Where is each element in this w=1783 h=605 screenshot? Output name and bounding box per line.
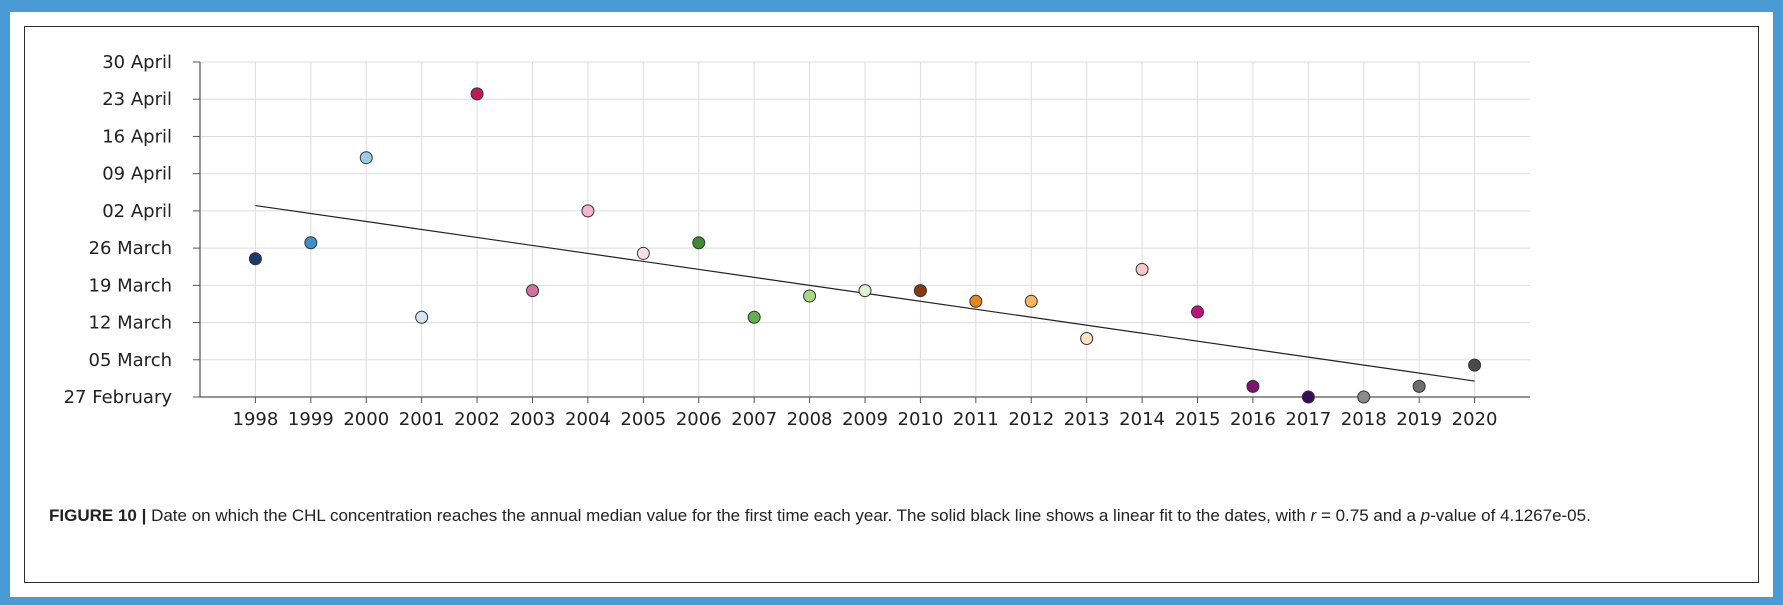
y-tick-label: 05 March: [89, 350, 173, 371]
data-point-2013: [1080, 332, 1094, 346]
data-point-2019: [1412, 379, 1426, 393]
x-tick-label: 2020: [1452, 409, 1498, 430]
x-tick-label: 2016: [1230, 409, 1276, 430]
scatter-chart: 1998 1999 2000 2001 2002 2003 2004 2005 2006 2007…: [64, 52, 1530, 430]
x-tick-label: 2017: [1285, 409, 1331, 430]
y-tick-label: 16 April: [102, 126, 172, 147]
caption-label: FIGURE 10 |: [49, 506, 147, 525]
data-point-2006: [692, 236, 706, 250]
caption-r-symbol: r: [1310, 506, 1317, 525]
x-tick-label: 2000: [343, 409, 389, 430]
data-point-2010: [913, 284, 927, 298]
x-tick-label: 2015: [1175, 409, 1221, 430]
y-tick-label: 12 March: [89, 313, 173, 334]
x-tick-label: 2012: [1008, 409, 1054, 430]
data-point-2004: [581, 204, 595, 218]
x-tick-label: 2011: [953, 409, 999, 430]
data-point-2007: [747, 310, 761, 324]
x-tick-label: 2002: [454, 409, 500, 430]
x-tick-label: 1998: [233, 409, 279, 430]
x-tick-label: 2008: [787, 409, 833, 430]
x-tick-label: 2003: [510, 409, 556, 430]
data-point-1998: [248, 252, 262, 266]
x-tick-label: 2014: [1119, 409, 1165, 430]
y-tick-label: 02 April: [102, 201, 172, 222]
x-tick-label: 2006: [676, 409, 722, 430]
data-point-2015: [1191, 305, 1204, 319]
y-tick-label: 09 April: [102, 164, 172, 185]
x-tick-label: 2010: [898, 409, 944, 430]
y-tick-label: 26 March: [89, 238, 173, 259]
data-point-2003: [526, 284, 539, 298]
x-tick-label: 2007: [731, 409, 777, 430]
data-point-2000: [359, 151, 373, 165]
data-point-2020: [1468, 358, 1482, 372]
figure-panel: 1998 1999 2000 2001 2002 2003 2004 2005 2006 2007…: [24, 26, 1759, 583]
data-point-2008: [803, 289, 817, 303]
x-tick-label: 2018: [1341, 409, 1387, 430]
data-point-2012: [1024, 294, 1038, 308]
x-tick-label: 1999: [288, 409, 334, 430]
caption-text-2: = 0.75 and a: [1316, 506, 1421, 525]
caption-text-1: Date on which the CHL concentration reac…: [146, 506, 1311, 525]
caption-text-3: -value of 4.1267e-05.: [1430, 506, 1591, 525]
x-tick-label: 2004: [565, 409, 611, 430]
figure-caption: FIGURE 10 | Date on which the CHL concen…: [49, 501, 1739, 530]
data-point-2011: [969, 294, 983, 308]
caption-p-symbol: p: [1420, 506, 1431, 525]
data-point-2005: [636, 246, 650, 260]
x-tick-label: 2005: [620, 409, 666, 430]
x-tick-label: 2009: [842, 409, 888, 430]
x-tick-label: 2019: [1396, 409, 1442, 430]
data-point-2018: [1357, 390, 1371, 404]
y-tick-label: 19 March: [89, 275, 173, 296]
data-point-2014: [1135, 262, 1149, 276]
y-tick-label: 30 April: [102, 52, 172, 73]
data-point-1999: [304, 236, 318, 250]
y-tick-label: 23 April: [102, 89, 172, 110]
data-point-2001: [415, 310, 429, 324]
data-point-2009: [858, 284, 872, 298]
data-point-2017: [1301, 390, 1315, 404]
figure-frame: 1998 1999 2000 2001 2002 2003 2004 2005 2006 2007…: [10, 12, 1773, 597]
y-tick-label: 27 February: [64, 387, 173, 408]
data-point-2002: [470, 87, 484, 101]
data-point-2016: [1246, 379, 1260, 393]
x-tick-label: 2001: [399, 409, 445, 430]
x-tick-label: 2013: [1064, 409, 1110, 430]
